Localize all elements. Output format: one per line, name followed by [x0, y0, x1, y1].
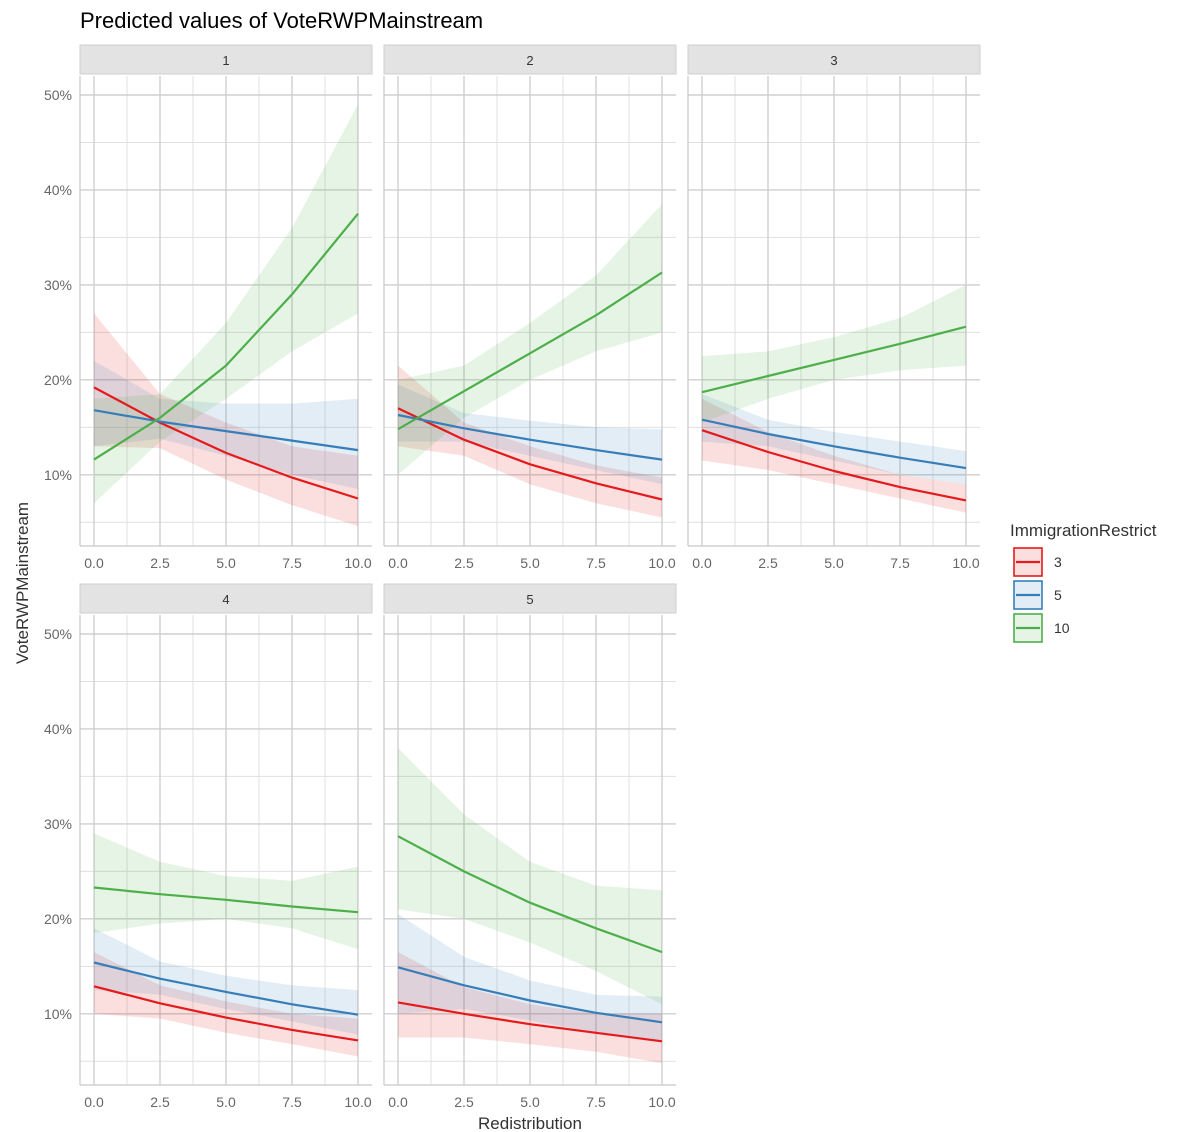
facet-strip: [79, 583, 373, 614]
facet-strip: [383, 44, 677, 75]
series-line-3: [397, 407, 663, 501]
series-line-10: [93, 213, 359, 461]
legend: ImmigrationRestrict 3 5 10: [1010, 521, 1157, 643]
x-tick-label: 2.5: [150, 1094, 170, 1110]
confidence-band-5: [398, 914, 662, 1043]
confidence-band-5: [702, 394, 966, 485]
series-line-5: [93, 961, 359, 1016]
y-tick-label: 10%: [44, 1006, 72, 1022]
y-tick-label: 50%: [44, 626, 72, 642]
facet-strip: [79, 44, 373, 75]
x-tick-label: 2.5: [454, 1094, 474, 1110]
x-tick-label: 5.0: [520, 1094, 540, 1110]
x-tick-label: 10.0: [344, 555, 371, 571]
series-line-5: [397, 413, 663, 461]
x-tick-label: 5.0: [520, 555, 540, 571]
series-line-10: [397, 271, 663, 431]
legend-item-10: 10: [1013, 613, 1070, 643]
confidence-band-5: [94, 360, 358, 489]
x-tick-label: 7.5: [890, 555, 910, 571]
y-tick-label: 30%: [44, 277, 72, 293]
series-line-5: [397, 966, 663, 1024]
x-tick-label: 2.5: [758, 555, 778, 571]
confidence-band-3: [398, 365, 662, 518]
x-tick-label: 0.0: [84, 1094, 104, 1110]
x-tick-label: 0.0: [692, 555, 712, 571]
y-tick-label: 20%: [44, 911, 72, 927]
x-tick-label: 7.5: [282, 1094, 302, 1110]
y-tick-label: 10%: [44, 467, 72, 483]
x-tick-label: 2.5: [150, 555, 170, 571]
series-line-10: [93, 886, 359, 914]
x-tick-label: 2.5: [454, 555, 474, 571]
confidence-band-3: [94, 313, 358, 527]
x-tick-label: 10.0: [952, 555, 979, 571]
facet-strip-label: 3: [830, 53, 837, 68]
x-tick-label: 10.0: [648, 1094, 675, 1110]
series-line-10: [701, 325, 967, 394]
x-tick-label: 0.0: [84, 555, 104, 571]
confidence-band-3: [398, 952, 662, 1064]
x-tick-label: 10.0: [344, 1094, 371, 1110]
y-tick-label: 40%: [44, 721, 72, 737]
series-line-3: [93, 386, 359, 500]
y-tick-label: 20%: [44, 372, 72, 388]
facet-strip-label: 2: [526, 53, 533, 68]
series-line-5: [93, 409, 359, 452]
facet-strip-label: 4: [222, 592, 229, 607]
x-tick-label: 7.5: [586, 1094, 606, 1110]
x-tick-label: 5.0: [216, 555, 236, 571]
x-tick-label: 5.0: [216, 1094, 236, 1110]
y-tick-label: 40%: [44, 182, 72, 198]
confidence-band-10: [94, 833, 358, 950]
facet-strip-label: 1: [222, 53, 229, 68]
chart-title: Predicted values of VoteRWPMainstream: [80, 8, 483, 33]
legend-item-5: 5: [1013, 580, 1062, 610]
facet-panel-2: 2 0.0 2.5 5.0 7.5 10.0: [383, 44, 677, 571]
y-tick-label: 30%: [44, 816, 72, 832]
series-line-3: [701, 429, 967, 502]
series-line-3: [93, 985, 359, 1042]
series-line-3: [397, 1001, 663, 1043]
confidence-band-10: [702, 284, 966, 423]
y-tick-label: 50%: [44, 87, 72, 103]
x-tick-label: 0.0: [388, 1094, 408, 1110]
x-tick-label: 10.0: [648, 555, 675, 571]
series-line-10: [397, 835, 663, 954]
legend-label: 3: [1054, 554, 1062, 570]
facet-panels: 110%20%30%40%50%0.0 2.5 5.0 7.5 10.020.0 2.5 5…: [44, 44, 981, 1110]
facet-panel-5: 5 0.0 2.5 5.0 7.5 10.0: [383, 583, 677, 1110]
confidence-band-10: [398, 204, 662, 475]
x-tick-label: 7.5: [282, 555, 302, 571]
facet-panel-1: 1 10% 20% 30% 40% 50% 0.0 2.5 5.0 7.5 10.0: [44, 44, 373, 571]
facet-panel-4: 4 10% 20% 30% 40% 50% 0.0 2.5 5.0 7.5 10.0: [44, 583, 373, 1110]
series-line-5: [701, 418, 967, 470]
legend-item-3: 3: [1013, 547, 1062, 577]
confidence-band-5: [94, 928, 358, 1035]
x-tick-label: 7.5: [586, 555, 606, 571]
legend-title: ImmigrationRestrict: [1010, 521, 1157, 540]
facet-strip-label: 5: [526, 592, 533, 607]
confidence-band-10: [94, 104, 358, 504]
confidence-band-10: [398, 747, 662, 1005]
x-tick-label: 0.0: [388, 555, 408, 571]
x-tick-label: 5.0: [824, 555, 844, 571]
confidence-band-3: [702, 398, 966, 513]
y-axis-title: VoteRWPMainstream: [13, 502, 32, 664]
facet-strip: [687, 44, 981, 75]
facet-strip: [383, 583, 677, 614]
legend-label: 5: [1054, 587, 1062, 603]
facet-panel-3: 3 0.0 2.5 5.0 7.5 10.0: [687, 44, 981, 571]
confidence-band-5: [398, 384, 662, 485]
x-axis-title: Redistribution: [478, 1114, 582, 1132]
legend-label: 10: [1054, 620, 1070, 636]
